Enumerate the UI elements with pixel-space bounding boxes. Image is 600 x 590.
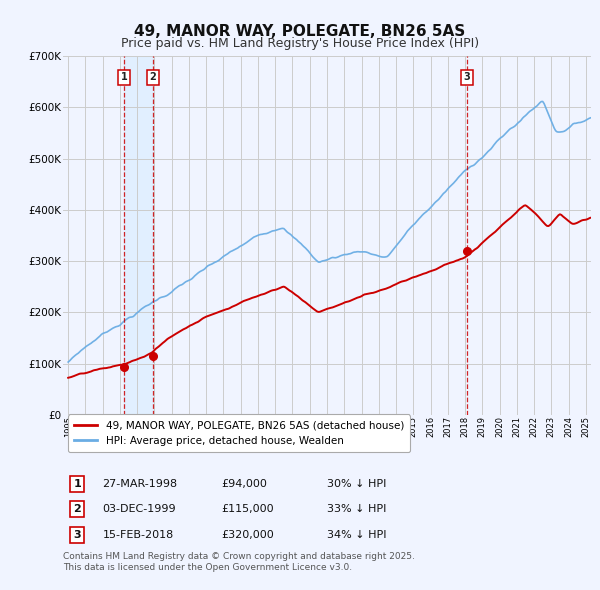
Text: Contains HM Land Registry data © Crown copyright and database right 2025.
This d: Contains HM Land Registry data © Crown c… [63,552,415,572]
Text: 3: 3 [73,530,81,540]
Text: 27-MAR-1998: 27-MAR-1998 [103,478,178,489]
Text: 33% ↓ HPI: 33% ↓ HPI [327,504,386,514]
Text: £320,000: £320,000 [221,530,274,540]
Text: £115,000: £115,000 [221,504,274,514]
Text: 2: 2 [149,73,157,83]
Text: £94,000: £94,000 [221,478,267,489]
Text: Price paid vs. HM Land Registry's House Price Index (HPI): Price paid vs. HM Land Registry's House … [121,37,479,50]
Text: 1: 1 [121,73,127,83]
Text: 30% ↓ HPI: 30% ↓ HPI [327,478,386,489]
Text: 2: 2 [73,504,81,514]
Text: 49, MANOR WAY, POLEGATE, BN26 5AS: 49, MANOR WAY, POLEGATE, BN26 5AS [134,24,466,38]
Text: 3: 3 [464,73,470,83]
Text: 1: 1 [73,478,81,489]
Bar [124,56,153,415]
Text: 03-DEC-1999: 03-DEC-1999 [103,504,176,514]
Text: 15-FEB-2018: 15-FEB-2018 [103,530,174,540]
Text: 34% ↓ HPI: 34% ↓ HPI [327,530,386,540]
Legend: 49, MANOR WAY, POLEGATE, BN26 5AS (detached house), HPI: Average price, detached: 49, MANOR WAY, POLEGATE, BN26 5AS (detac… [68,415,410,452]
